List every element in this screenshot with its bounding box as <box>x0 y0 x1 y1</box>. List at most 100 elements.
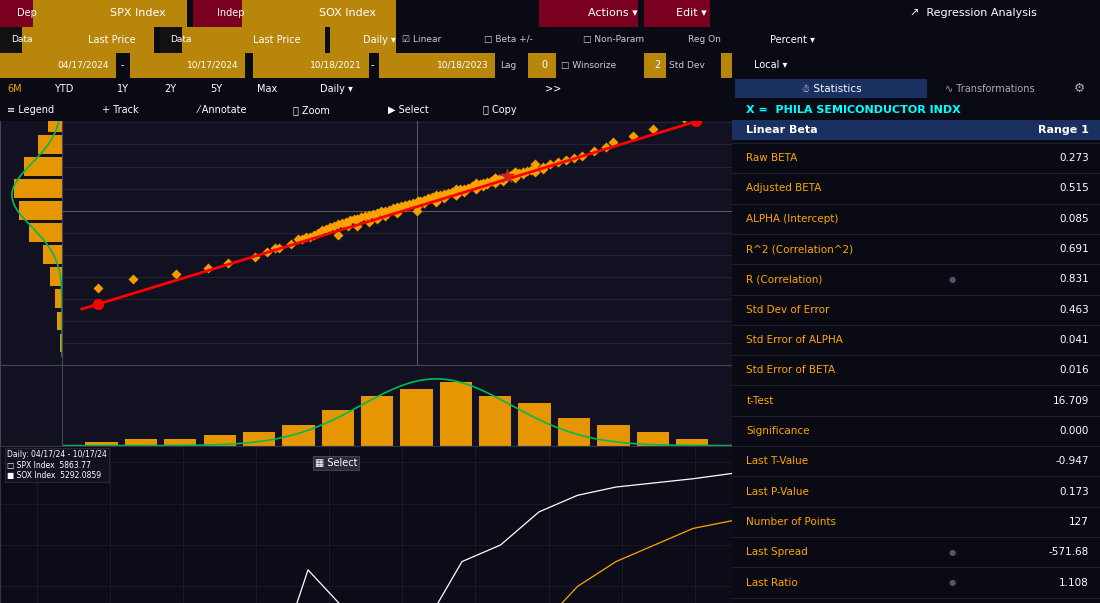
Point <box>558 155 575 165</box>
Point <box>408 202 426 212</box>
Bar <box>644 52 666 78</box>
Point <box>506 167 524 177</box>
Bar <box>24 157 63 176</box>
Text: Data: Data <box>170 35 192 44</box>
Bar <box>243 432 275 446</box>
Point <box>392 201 409 211</box>
Text: Percent ▾: Percent ▾ <box>770 34 815 45</box>
Text: 0.085: 0.085 <box>1059 213 1089 224</box>
Text: R (Correlation): R (Correlation) <box>746 274 823 285</box>
Text: 5Y: 5Y <box>211 84 223 94</box>
Point <box>364 209 382 219</box>
Text: 0.016: 0.016 <box>1059 365 1089 375</box>
Point <box>282 239 299 248</box>
Text: Max: Max <box>257 84 277 94</box>
Bar <box>400 390 432 446</box>
Point <box>339 221 356 231</box>
Bar <box>637 432 669 446</box>
Text: 6M: 6M <box>8 84 22 94</box>
Text: ▦ Select: ▦ Select <box>315 458 358 468</box>
Text: □ Beta +/-: □ Beta +/- <box>484 35 532 44</box>
Point <box>565 153 583 163</box>
Bar <box>644 0 710 27</box>
Point <box>494 176 512 186</box>
Point <box>408 198 426 207</box>
Text: 2Y: 2Y <box>164 84 176 94</box>
Bar <box>55 289 63 308</box>
Text: 1Y: 1Y <box>117 84 129 94</box>
Point <box>396 200 414 210</box>
Point <box>498 171 516 181</box>
Point <box>541 160 559 169</box>
Point <box>431 191 449 200</box>
Text: □ Non-Param: □ Non-Param <box>583 35 645 44</box>
Bar <box>29 223 63 242</box>
Text: Linear Beta: Linear Beta <box>746 125 818 135</box>
Point <box>518 166 536 175</box>
Text: -0.947: -0.947 <box>1055 456 1089 466</box>
Point <box>451 185 469 194</box>
Text: ☃ Statistics: ☃ Statistics <box>801 84 861 94</box>
Text: ▶ Select: ▶ Select <box>387 105 428 115</box>
Text: -: - <box>371 60 374 71</box>
Point <box>585 147 603 156</box>
Bar <box>528 52 556 78</box>
Point <box>344 215 362 224</box>
Point <box>301 232 319 242</box>
Point <box>491 174 508 184</box>
Point <box>404 198 421 207</box>
Text: 10/18/2023: 10/18/2023 <box>437 61 488 70</box>
Bar <box>539 0 638 27</box>
Text: Range 1: Range 1 <box>1038 125 1089 135</box>
Point <box>486 175 504 185</box>
Point <box>463 182 481 191</box>
Text: ALPHA (Intercept): ALPHA (Intercept) <box>746 213 838 224</box>
Bar <box>0 52 116 78</box>
Point <box>466 183 484 192</box>
Bar <box>164 438 197 446</box>
Text: Daily ▾: Daily ▾ <box>363 34 396 45</box>
Point <box>486 178 504 188</box>
Point <box>455 184 473 194</box>
Point <box>436 189 453 198</box>
Point <box>436 194 453 203</box>
Text: YTD: YTD <box>54 84 74 94</box>
Point <box>199 263 217 273</box>
Point <box>688 116 705 126</box>
Point <box>447 191 464 200</box>
Text: ⚙: ⚙ <box>1074 83 1086 95</box>
Point <box>329 219 346 229</box>
Text: 16.709: 16.709 <box>1053 396 1089 406</box>
Text: Daily ▾: Daily ▾ <box>320 84 353 94</box>
Point <box>89 283 107 292</box>
Point <box>396 202 414 212</box>
Text: SOX Index: SOX Index <box>319 8 376 18</box>
Point <box>388 204 406 213</box>
Point <box>506 172 524 182</box>
Text: -: - <box>121 60 124 71</box>
Point <box>526 160 543 169</box>
Point <box>337 217 354 227</box>
Point <box>605 137 623 147</box>
Text: 10/18/2021: 10/18/2021 <box>310 61 362 70</box>
Text: Number of Points: Number of Points <box>746 517 836 527</box>
Bar <box>0 0 33 27</box>
Y-axis label: SPX Index-Percent: SPX Index-Percent <box>20 174 30 269</box>
Bar <box>558 417 591 446</box>
Point <box>349 213 366 223</box>
Text: R^2 (Correlation^2): R^2 (Correlation^2) <box>746 244 854 254</box>
Text: Indep: Indep <box>217 8 244 18</box>
Point <box>494 175 512 185</box>
Point <box>428 197 446 207</box>
Point <box>455 188 473 197</box>
Point <box>266 243 284 253</box>
Text: 0.173: 0.173 <box>1059 487 1089 497</box>
Point <box>625 131 642 140</box>
Point <box>321 223 339 232</box>
Point <box>317 224 334 234</box>
Bar <box>379 52 495 78</box>
Bar <box>51 268 63 286</box>
Text: ◆  Y = 0.273 X + 0.085: ◆ Y = 0.273 X + 0.085 <box>82 87 262 100</box>
Bar <box>361 396 394 446</box>
Point <box>475 182 493 191</box>
